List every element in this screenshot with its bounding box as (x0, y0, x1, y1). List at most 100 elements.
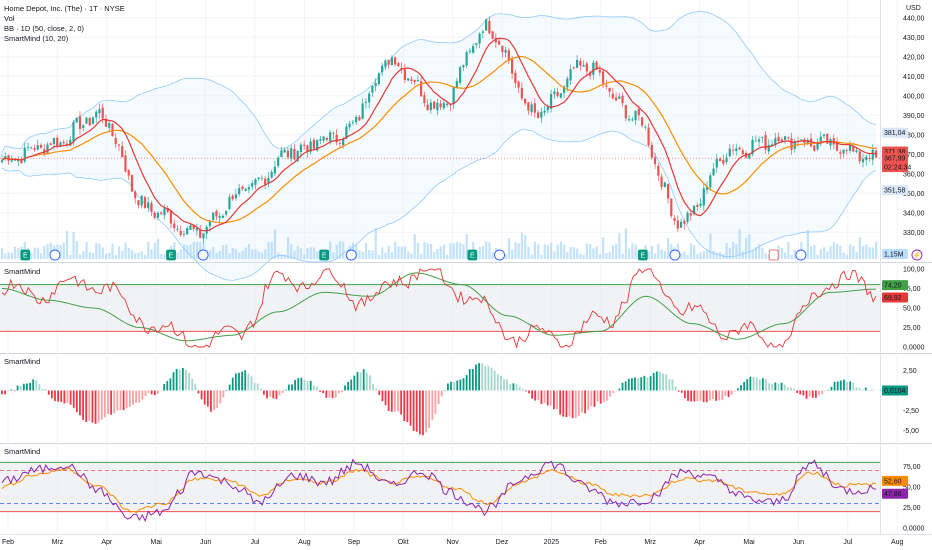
histogram-bar (13, 390, 16, 392)
histogram-bar (811, 390, 814, 398)
price-label: 371,38 (884, 149, 906, 156)
volume-bar (810, 246, 813, 259)
histogram-bar (846, 381, 848, 391)
volume-bar (537, 244, 540, 259)
histogram-bar (521, 388, 524, 391)
volume-bar (62, 242, 65, 259)
volume-bar (69, 254, 72, 259)
candle-body (397, 63, 400, 67)
candle-body (767, 144, 770, 152)
volume-bar (582, 254, 585, 259)
histogram-bar (356, 372, 359, 391)
volume-bar (836, 243, 839, 259)
symbol-legend[interactable]: Home Depot, Inc. (The) · 1T · NYSE (4, 4, 125, 13)
histogram-bar (353, 375, 356, 391)
histogram-bar (814, 390, 817, 398)
histogram-bar (437, 390, 440, 405)
histogram-bar (278, 390, 281, 396)
volume-bar (212, 247, 215, 259)
candle-body (605, 85, 608, 87)
rsi-tick-label: 0,0000 (903, 526, 925, 533)
histogram-bar (727, 390, 730, 398)
histogram-bar (780, 382, 783, 391)
candle-body (533, 103, 536, 113)
histogram-bar (743, 381, 746, 391)
candle-body (88, 117, 91, 126)
candle-body (65, 143, 69, 145)
histogram-bar (643, 375, 646, 391)
price-label-bg (882, 162, 908, 173)
volume-bar (163, 254, 166, 259)
candle-body (212, 212, 215, 220)
histogram-bar (138, 390, 141, 403)
event-marker-label: E (23, 253, 28, 260)
histogram-bar (503, 379, 505, 391)
histogram-bar (303, 379, 306, 391)
volume-bar (241, 250, 244, 259)
volume-bar (400, 246, 403, 259)
histogram-bar (144, 390, 147, 397)
rsi-signal-line (1, 467, 877, 514)
histogram-bar (771, 384, 774, 391)
volume-bar (605, 252, 608, 259)
candle-body (319, 139, 322, 141)
volume-bar (507, 238, 511, 259)
dividend-marker (197, 249, 209, 261)
histogram-bar (147, 390, 150, 394)
histogram-bar (41, 388, 44, 391)
volume-bar (790, 254, 793, 259)
histogram-bar (191, 379, 194, 391)
smartmind-params-legend[interactable]: SmartMind (10, 20) (4, 34, 69, 43)
volume-bar (758, 244, 761, 259)
volume-bar (390, 252, 394, 259)
price-label-bg (882, 153, 908, 164)
volume-bar (413, 234, 416, 259)
volume-bar (748, 234, 751, 259)
volume-bar (868, 246, 871, 259)
candle-body (387, 60, 390, 65)
histogram-bar (459, 379, 462, 391)
volume-bar (179, 249, 182, 259)
candle-body (153, 212, 156, 218)
bollinger-legend[interactable]: BB · 1D (50, close, 2, 0) (4, 24, 85, 33)
histogram-bar (403, 390, 406, 421)
candle-body (572, 67, 575, 69)
oscillator-slow-line (1, 272, 877, 342)
candle-body (23, 147, 26, 162)
candle-body (608, 88, 611, 92)
histogram-bar (415, 390, 418, 432)
histogram-bar (818, 390, 820, 395)
histogram-bar (300, 377, 303, 391)
candle-body (59, 142, 62, 147)
candle-body (270, 171, 273, 178)
candle-body (361, 103, 364, 119)
candle-body (335, 134, 338, 143)
price-tick-label: 380,00 (903, 132, 925, 139)
price-tick-label: 430,00 (903, 35, 925, 42)
histogram-bar (222, 390, 225, 398)
volume-bar (384, 252, 387, 259)
histogram-bar (596, 390, 599, 402)
histogram-bar (755, 377, 758, 391)
price-label: 1,15M (884, 252, 904, 259)
histogram-bar (22, 383, 25, 391)
candle-body (686, 212, 689, 222)
event-marker-label: ⚡ (913, 251, 922, 260)
histogram-bar (4, 390, 7, 395)
dividend-marker (795, 249, 807, 261)
candle-body (800, 139, 803, 141)
volume-bar (130, 250, 134, 259)
histogram-bar (29, 382, 31, 391)
histogram-bar (54, 390, 56, 402)
volume-bar (33, 247, 36, 259)
histogram-bar (116, 390, 119, 411)
candle-body (179, 230, 182, 235)
candle-body (134, 191, 137, 199)
histogram-bar (434, 390, 437, 415)
volume-legend[interactable]: Vol (4, 14, 15, 23)
volume-bar (127, 247, 130, 259)
earnings-marker (637, 249, 648, 261)
histogram-bar (674, 386, 677, 391)
volume-bar (806, 230, 809, 259)
